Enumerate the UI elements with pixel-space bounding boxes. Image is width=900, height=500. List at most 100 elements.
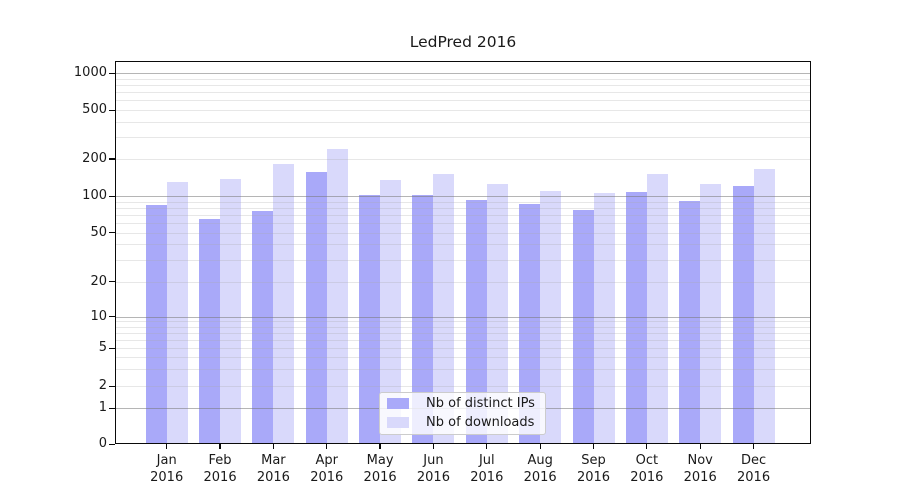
gridline-minor (115, 201, 811, 203)
gridline-minor (115, 92, 811, 94)
y-tick-mark (109, 443, 115, 445)
gridline-tick (115, 348, 811, 349)
y-tick-mark (109, 195, 115, 197)
bar-downloads (646, 173, 668, 444)
gridline-major (115, 73, 811, 75)
x-tick-label: Aug 2016 (523, 452, 557, 486)
gridline-minor (115, 207, 811, 209)
x-tick-mark (646, 444, 648, 449)
bar-downloads (486, 184, 508, 444)
x-tick-mark (539, 444, 541, 449)
legend-item-distinct-ips: Nb of distinct IPs (380, 396, 545, 411)
y-tick-label: 5 (98, 340, 107, 355)
y-tick-mark (109, 385, 115, 387)
bar-downloads (593, 193, 615, 444)
gridline-minor (115, 100, 811, 102)
x-tick-mark (272, 444, 275, 449)
x-tick-label: Apr 2016 (310, 452, 344, 486)
gridline-minor (115, 326, 811, 328)
bar-distinct-ips (572, 209, 594, 444)
bar-downloads (220, 179, 242, 444)
bar-downloads (273, 163, 295, 444)
gridline-minor (115, 137, 811, 139)
x-tick-mark (166, 444, 168, 449)
y-tick-mark (109, 281, 115, 283)
x-tick-label: Sep 2016 (576, 452, 611, 486)
y-tick-mark (109, 72, 115, 75)
x-tick-label: Jun 2016 (416, 452, 450, 486)
y-tick-mark (109, 316, 115, 318)
gridline-minor (115, 339, 811, 341)
gridline-tick (115, 232, 811, 234)
gridline-minor (115, 244, 811, 246)
x-tick-mark (379, 444, 381, 449)
bar-distinct-ips (359, 195, 381, 444)
x-tick-mark (752, 444, 755, 449)
gridline-tick (115, 281, 811, 283)
bar-distinct-ips (732, 185, 754, 444)
x-tick-mark (486, 444, 488, 449)
legend-swatch-downloads (387, 417, 409, 428)
bar-distinct-ips (145, 205, 167, 444)
y-tick-mark (109, 347, 115, 349)
legend-swatch-ips (387, 398, 409, 409)
gridline-minor (115, 214, 811, 216)
gridline-minor (115, 259, 811, 261)
bar-downloads (540, 191, 562, 444)
y-tick-label: 1 (98, 400, 107, 415)
x-tick-label: Oct 2016 (630, 452, 664, 486)
x-tick-mark (699, 444, 701, 449)
gridline-major (115, 316, 811, 318)
bar-downloads (326, 148, 348, 444)
bar-distinct-ips (199, 218, 221, 444)
x-tick-label: Feb 2016 (203, 452, 237, 486)
gridline-minor (115, 222, 811, 224)
chart-title: LedPred 2016 (409, 33, 517, 51)
x-tick-mark (326, 444, 328, 449)
y-tick-label: 200 (82, 150, 107, 166)
bar-downloads (753, 169, 775, 444)
y-tick-label: 2 (98, 378, 107, 393)
x-tick-label: Jul 2016 (470, 452, 504, 486)
bar-downloads (380, 180, 402, 444)
gridline-tick (115, 158, 811, 160)
y-tick-label: 20 (90, 273, 107, 289)
bar-distinct-ips (412, 194, 434, 444)
legend: Nb of distinct IPs Nb of downloads (379, 391, 546, 435)
x-tick-label: May 2016 (363, 452, 397, 486)
x-tick-mark (592, 444, 595, 449)
y-tick-label: 500 (82, 102, 107, 118)
legend-item-downloads: Nb of downloads (380, 415, 545, 430)
bar-distinct-ips (679, 200, 701, 444)
bar-distinct-ips (305, 171, 327, 444)
gridline-minor (115, 321, 811, 323)
bar-downloads (433, 174, 455, 444)
gridline-tick (115, 386, 811, 387)
x-tick-mark (219, 444, 221, 449)
y-tick-label: 50 (90, 224, 107, 240)
y-tick-label: 0 (98, 436, 107, 451)
gridline-minor (115, 85, 811, 87)
y-tick-mark (109, 158, 115, 160)
gridline-minor (115, 369, 811, 371)
gridline-minor (115, 332, 811, 334)
y-tick-mark (109, 407, 115, 409)
bar-distinct-ips (625, 191, 647, 444)
y-tick-label: 1000 (73, 65, 107, 81)
gridline-minor (115, 357, 811, 359)
legend-label: Nb of downloads (426, 415, 535, 430)
bar-distinct-ips (252, 211, 274, 444)
legend-label: Nb of distinct IPs (426, 396, 535, 411)
x-tick-label: Jan 2016 (150, 452, 184, 486)
bar-distinct-ips (519, 203, 541, 444)
bar-distinct-ips (465, 199, 487, 444)
plot-area: Nb of distinct IPs Nb of downloads 1000 5… (74, 60, 811, 485)
gridline-minor (115, 78, 811, 80)
y-tick-label: 10 (90, 308, 107, 324)
x-tick-label: Mar 2016 (256, 452, 290, 486)
bar-downloads (166, 182, 188, 444)
y-tick-mark (109, 232, 115, 234)
bar-downloads (700, 183, 722, 444)
x-tick-mark (432, 444, 435, 449)
